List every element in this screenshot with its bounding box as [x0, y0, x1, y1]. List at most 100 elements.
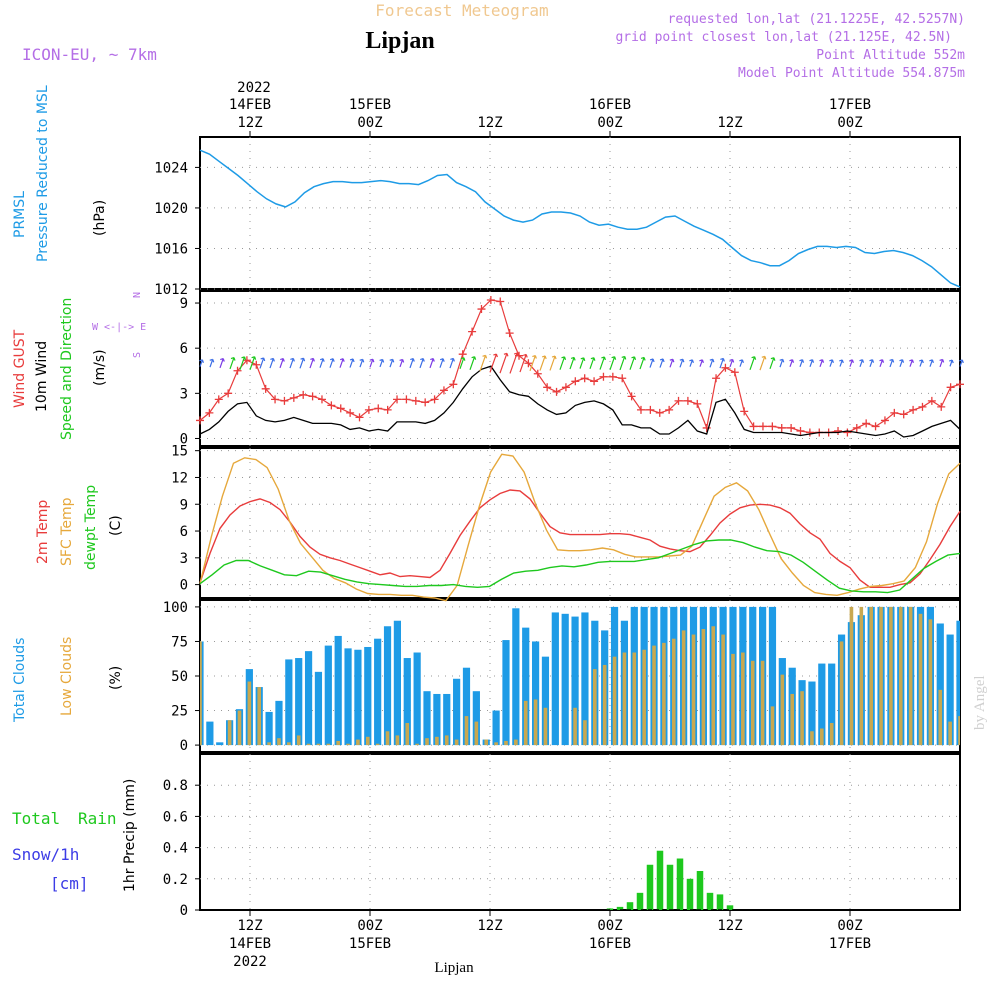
wind-direction-arrow [329, 358, 335, 368]
wind-direction-arrow [459, 357, 466, 369]
gust-point [730, 368, 739, 377]
gust-point [899, 410, 908, 419]
label-speed-direction: Speed and Direction [59, 298, 75, 440]
wind-direction-arrow [309, 357, 315, 369]
wind-direction-arrow [439, 358, 445, 368]
low-cloud-bar [820, 728, 824, 746]
gust-point [702, 423, 711, 432]
gust-point [674, 396, 683, 405]
low-cloud-bar [869, 606, 873, 746]
low-cloud-bar [346, 743, 350, 746]
wind-direction-arrow [949, 359, 954, 367]
low-cloud-bar [622, 652, 627, 746]
total-cloud-bar [828, 663, 836, 746]
wind-direction-arrow [539, 355, 547, 371]
total-cloud-bar [453, 678, 461, 746]
ytick-label: 1024 [154, 160, 188, 176]
low-cloud-bar [790, 693, 795, 746]
wind-direction-arrow [879, 359, 885, 368]
ytick-label: 6 [180, 524, 188, 540]
low-cloud-bar [277, 738, 281, 746]
bottom-hour-label: 12Z [477, 918, 502, 934]
gust-point [599, 372, 608, 381]
total-cloud-bar [512, 608, 520, 746]
bottom-hour-label: 00Z [357, 918, 382, 934]
wind-direction-arrow [379, 358, 385, 368]
sfc-temp-line [199, 453, 961, 602]
low-cloud-bar [928, 619, 933, 746]
rain-bar [636, 892, 644, 910]
top-hour-label: 00Z [837, 115, 862, 131]
low-cloud-bar [425, 738, 429, 746]
low-cloud-bar [898, 606, 903, 746]
total-cloud-bar [374, 638, 382, 746]
gust-point [496, 297, 505, 306]
total-cloud-bar [502, 640, 510, 746]
info-altitude: Point Altitude 552m [816, 48, 965, 63]
low-cloud-bar [879, 606, 883, 746]
wind-direction-arrow [909, 359, 914, 367]
wind-direction-arrow [939, 358, 945, 368]
wind-direction-arrow [529, 355, 537, 372]
watermark: by Angel [972, 675, 988, 730]
label-rain: Rain [78, 809, 117, 828]
low-cloud-bar [316, 743, 321, 746]
total-cloud-bar [314, 671, 323, 746]
wind-direction-arrow [569, 356, 576, 370]
chart-title-faded: Forecast Meteogram [375, 1, 548, 20]
label-precip-axis: 1hr Precip (mm) [122, 779, 138, 892]
low-cloud-bar [859, 606, 864, 746]
low-cloud-bar [918, 613, 923, 746]
gust-point [224, 389, 233, 398]
wind-direction-arrow [929, 359, 934, 367]
gust-point [777, 423, 786, 432]
total-cloud-bar [462, 667, 471, 746]
top-date-label: 15FEB [349, 97, 391, 113]
low-cloud-bar [731, 653, 735, 746]
footer-location: Lipjan [434, 960, 474, 976]
wind-direction-arrow [549, 355, 557, 371]
total-cloud-bar [354, 649, 362, 746]
low-cloud-bar [800, 691, 804, 746]
low-cloud-bar [395, 735, 400, 746]
wind-direction-arrow [659, 358, 665, 368]
ytick-label: 12 [171, 470, 188, 486]
low-cloud-bar [573, 707, 577, 746]
gust-point [655, 408, 664, 417]
ytick-label: 9 [180, 497, 188, 513]
gust-point [383, 405, 392, 414]
rain-bar [716, 894, 724, 910]
low-cloud-bar [810, 731, 814, 746]
top-time-axis: 2022 14FEB 12Z 15FEB 00Z 12Z 16FEB 00Z 12Z 17FEB… [229, 80, 871, 137]
low-cloud-bar [415, 743, 419, 746]
gust-point [918, 402, 927, 411]
gust-point [430, 395, 439, 404]
gust-point [468, 327, 477, 336]
gust-point [252, 360, 261, 369]
wind-direction-arrow [279, 358, 285, 369]
bottom-year-label: 2022 [233, 954, 267, 970]
wind-direction-arrow [409, 358, 415, 369]
label-snow: Snow/1h [12, 845, 79, 864]
low-cloud-bar [365, 736, 370, 746]
wind-direction-arrow [479, 354, 488, 372]
gust-point [327, 401, 336, 410]
wind-direction-arrow [679, 358, 685, 368]
wind-direction-arrow [609, 356, 617, 371]
gust-point [787, 423, 796, 432]
top-hour-label: 12Z [237, 115, 262, 131]
wind-direction-arrow [399, 358, 405, 368]
gust-point [486, 296, 495, 305]
wind-direction-arrow [709, 358, 715, 368]
wind-direction-arrow [239, 356, 247, 370]
wind-direction-arrow [269, 357, 275, 369]
low-cloud-bar [454, 739, 459, 746]
low-cloud-bar [612, 656, 617, 746]
wind-direction-arrow [959, 359, 964, 367]
low-cloud-bar [227, 720, 232, 746]
low-cloud-bar [849, 606, 854, 746]
gust-point [646, 405, 655, 414]
low-cloud-bar [721, 634, 725, 746]
total-cloud-bar [265, 711, 273, 746]
